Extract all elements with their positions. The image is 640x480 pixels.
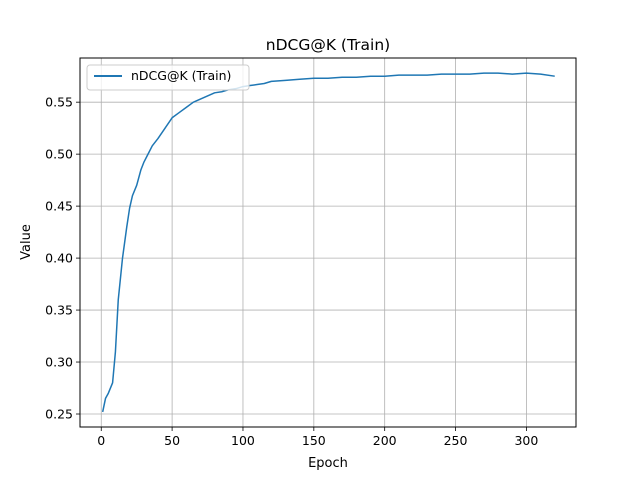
chart-title: nDCG@K (Train) <box>266 36 390 54</box>
y-tick-label: 0.30 <box>45 355 73 370</box>
x-tick-label: 0 <box>97 433 105 448</box>
y-axis-label: Value <box>19 224 34 260</box>
y-tick-label: 0.50 <box>45 147 73 162</box>
legend-box <box>86 64 250 91</box>
legend-label: nDCG@K (Train) <box>131 68 231 83</box>
x-tick-label: 50 <box>164 433 180 448</box>
plot-frame <box>79 57 577 428</box>
x-tick-label: 200 <box>373 433 397 448</box>
y-tick-label: 0.40 <box>45 251 73 266</box>
legend: nDCG@K (Train) <box>86 64 250 91</box>
x-tick-label: 100 <box>231 433 255 448</box>
y-tick-label: 0.55 <box>45 95 73 110</box>
grid <box>80 58 576 427</box>
y-tick-label: 0.45 <box>45 199 73 214</box>
x-tick-label: 150 <box>302 433 326 448</box>
ticks: 0 50 100 150 200 250 300 0.25 0.30 0.35 0.40 0.45 0.… <box>45 95 538 448</box>
x-tick-label: 250 <box>444 433 468 448</box>
x-axis-label: Epoch <box>308 456 348 471</box>
y-tick-label: 0.25 <box>45 407 73 422</box>
y-tick-label: 0.35 <box>45 303 73 318</box>
x-tick-label: 300 <box>514 433 538 448</box>
